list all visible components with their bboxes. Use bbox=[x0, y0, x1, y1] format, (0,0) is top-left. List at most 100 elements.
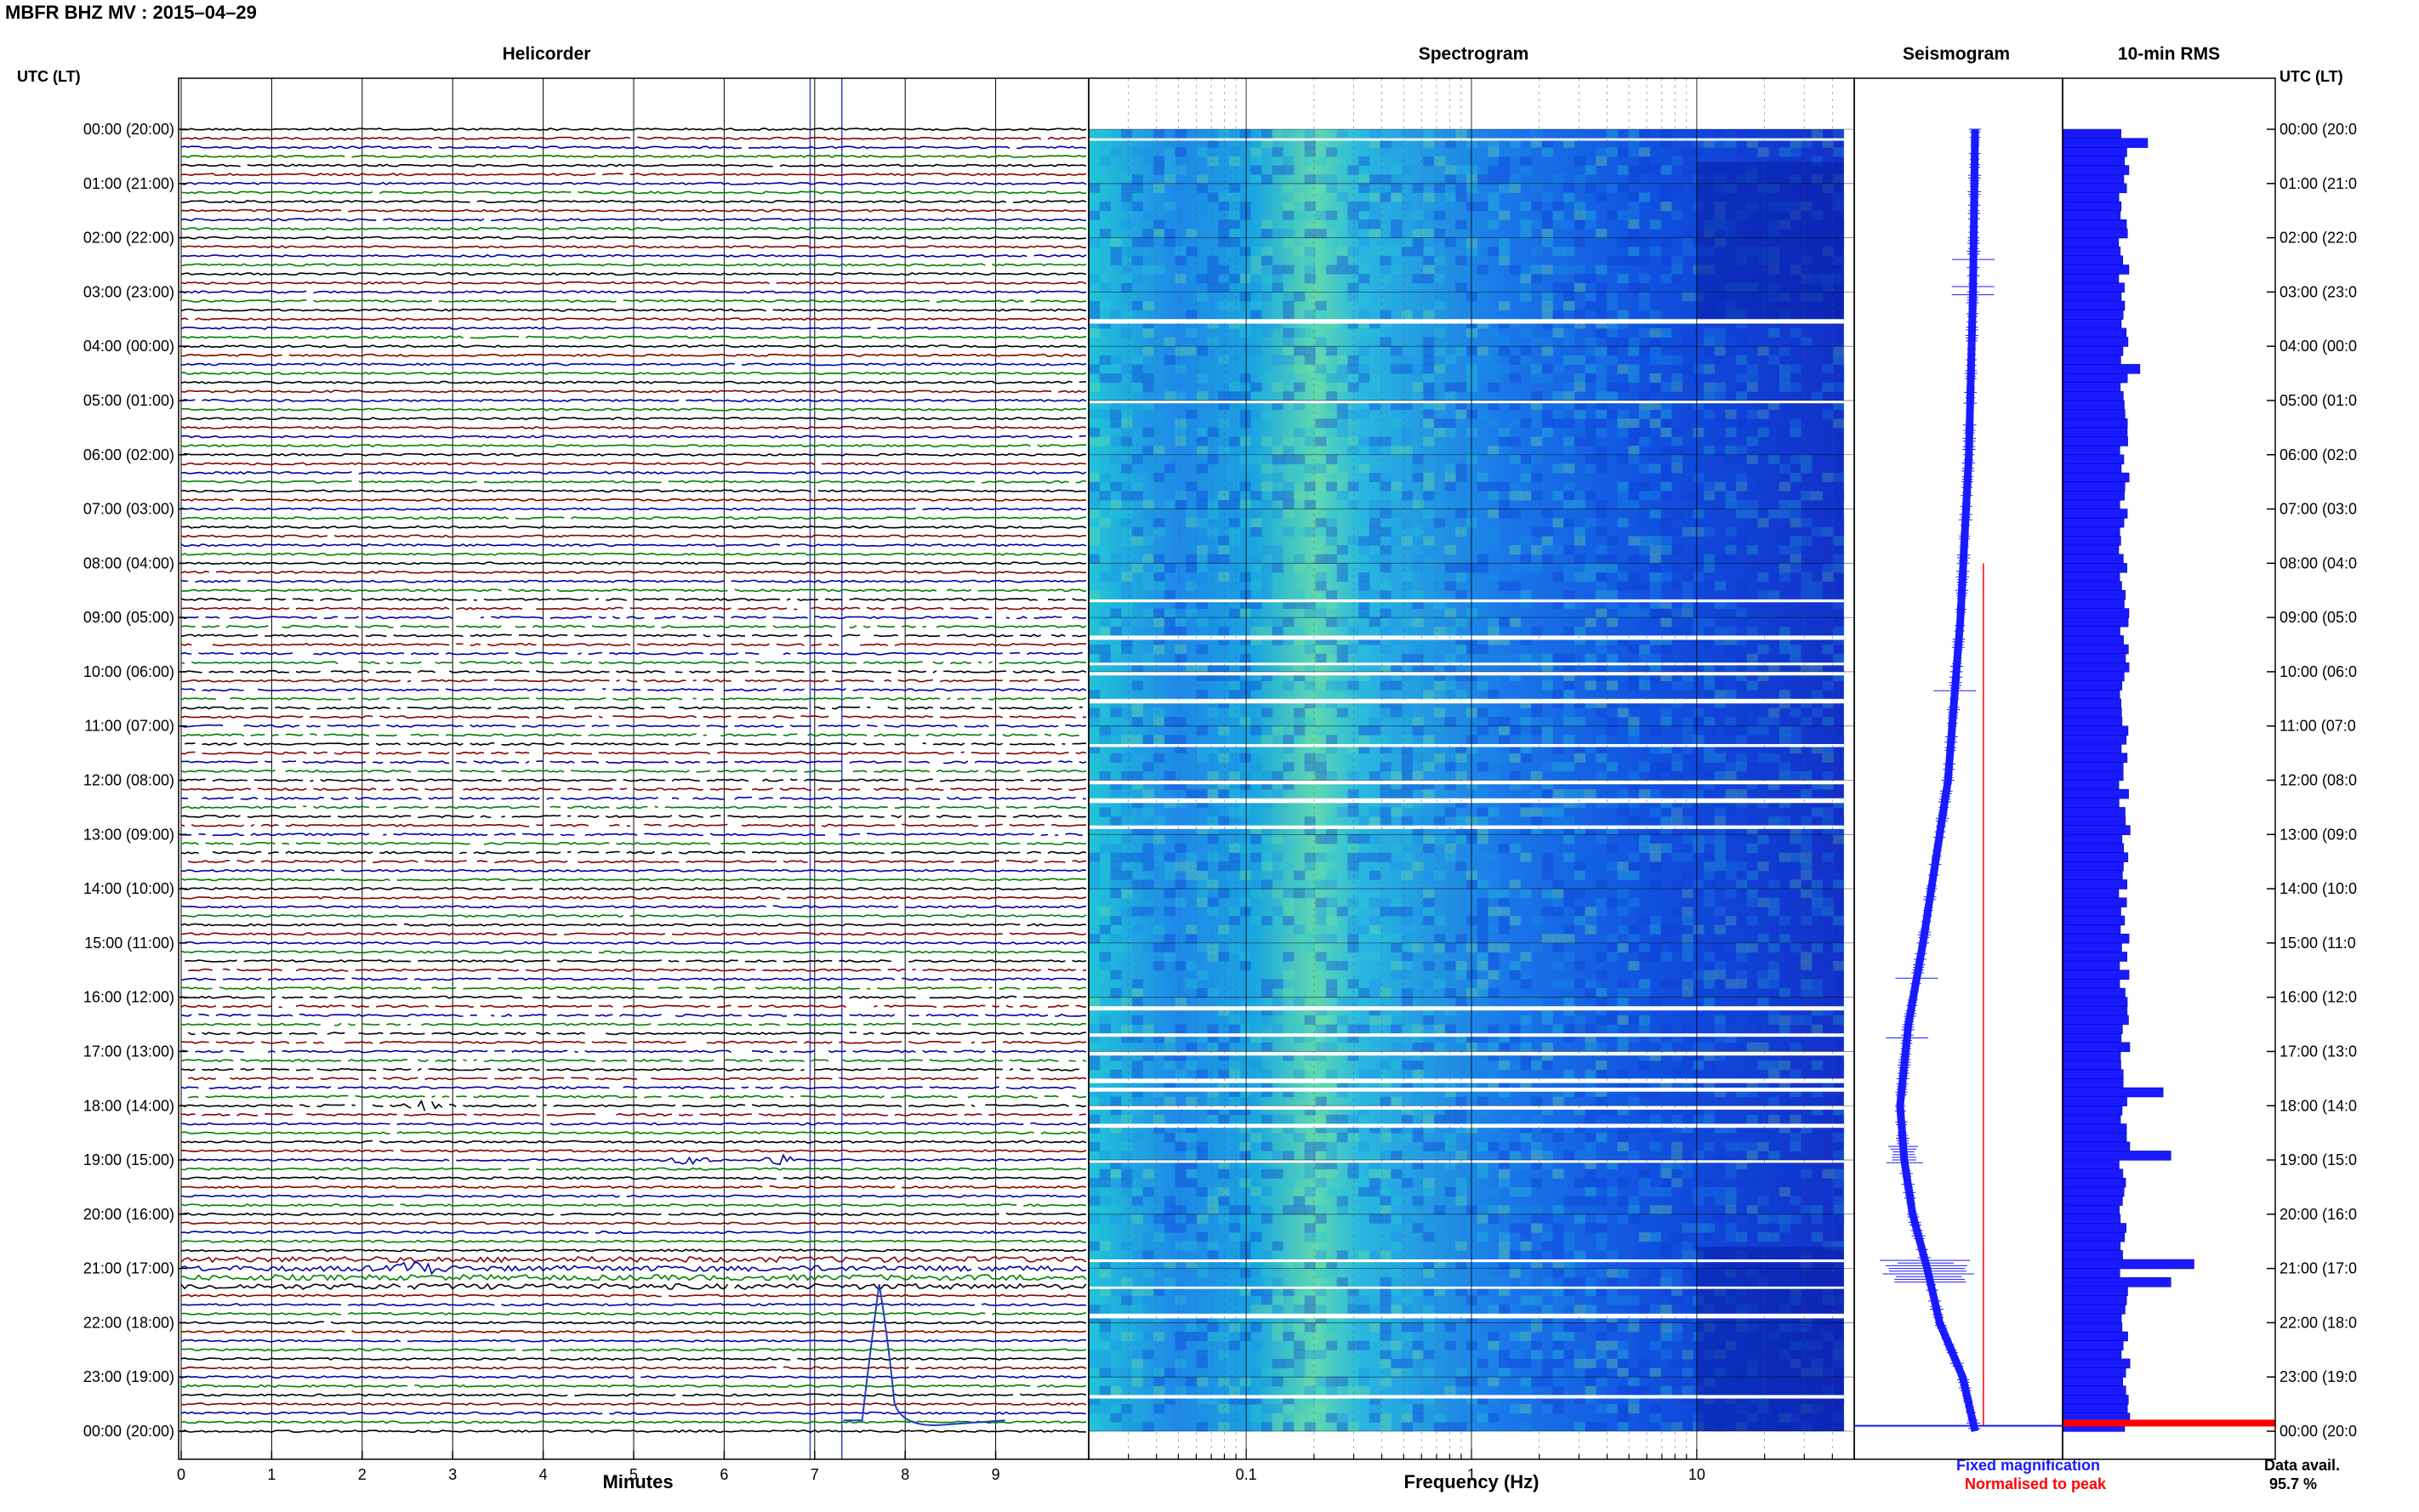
spectrogram-cell bbox=[1455, 590, 1467, 600]
spectrogram-cell bbox=[1617, 147, 1629, 157]
spectrogram-cell bbox=[1541, 554, 1553, 564]
spectrogram-cell bbox=[1531, 1350, 1543, 1360]
spectrogram-cell bbox=[1746, 789, 1758, 799]
spectrogram-cell bbox=[1239, 1250, 1251, 1260]
spectrogram-cell bbox=[1228, 581, 1241, 591]
spectrogram-cell bbox=[1455, 969, 1467, 980]
spectrogram-cell bbox=[1671, 427, 1683, 437]
spectrogram-cell bbox=[1239, 319, 1251, 329]
spectrogram-cell bbox=[1671, 1277, 1683, 1287]
spectrogram-cell bbox=[1757, 979, 1769, 989]
spectrogram-cell bbox=[1358, 897, 1370, 907]
spectrogram-cell bbox=[1412, 1350, 1424, 1360]
spectrogram-cell bbox=[1401, 1123, 1413, 1134]
spectrogram-cell bbox=[1790, 545, 1801, 555]
spectrogram-cell bbox=[1228, 907, 1241, 917]
spectrogram-cell bbox=[1693, 635, 1705, 645]
spectrogram-cell bbox=[1833, 129, 1845, 139]
spectrogram-cell bbox=[1131, 491, 1143, 501]
spectrogram-cell bbox=[1520, 1024, 1532, 1034]
spectrogram-cell bbox=[1541, 545, 1553, 555]
spectrogram-cell bbox=[1552, 798, 1564, 808]
spectrogram-cell bbox=[1433, 518, 1446, 528]
spectrogram-cell bbox=[1239, 1277, 1251, 1287]
spectrogram-cell bbox=[1207, 1106, 1219, 1116]
data-avail-value: 95.7 % bbox=[2269, 1475, 2318, 1492]
helicorder-trace bbox=[188, 1094, 1087, 1099]
spectrogram-cell bbox=[1089, 536, 1101, 546]
spectrogram-cell bbox=[1444, 418, 1456, 429]
spectrogram-cell bbox=[1531, 916, 1543, 926]
spectrogram-cell bbox=[1304, 1259, 1316, 1270]
spectrogram-cell bbox=[1779, 645, 1790, 655]
spectrogram-cell bbox=[1585, 1313, 1597, 1323]
spectrogram-cell bbox=[1779, 979, 1790, 989]
spectrogram-cell bbox=[1617, 427, 1629, 437]
spectrogram-cell bbox=[1121, 635, 1133, 645]
spectrogram-cell bbox=[1704, 1060, 1716, 1071]
spectrogram-cell bbox=[1563, 1295, 1575, 1305]
spectrogram-cell bbox=[1499, 907, 1511, 917]
spectrogram-cell bbox=[1736, 635, 1748, 645]
helicorder-trace bbox=[180, 407, 1087, 412]
spectrogram-cell bbox=[1822, 373, 1834, 384]
spectrogram-cell bbox=[1218, 662, 1230, 673]
spectrogram-cell bbox=[1671, 807, 1683, 817]
spectrogram-cell bbox=[1833, 147, 1845, 157]
spectrogram-cell bbox=[1617, 255, 1629, 265]
spectrogram-cell bbox=[1596, 229, 1608, 239]
spectrogram-cell bbox=[1488, 446, 1500, 456]
spectrogram-cell bbox=[1736, 446, 1748, 456]
spectrogram-cell bbox=[1283, 210, 1295, 220]
spectrogram-cell bbox=[1606, 1186, 1618, 1197]
spectrogram-cell bbox=[1207, 192, 1219, 202]
spectrogram-cell bbox=[1455, 1377, 1467, 1387]
spectrogram-cell bbox=[1326, 174, 1338, 185]
spectrogram-cell bbox=[1142, 1033, 1154, 1043]
spectrogram-cell bbox=[1401, 997, 1413, 1007]
spectrogram-cell bbox=[1725, 1160, 1737, 1170]
spectrogram-cell bbox=[1283, 509, 1295, 519]
spectrogram-cell bbox=[1779, 988, 1790, 998]
spectrogram-cell bbox=[1099, 1332, 1111, 1342]
spectrogram-cell bbox=[1714, 599, 1726, 609]
spectrogram-cell bbox=[1304, 1060, 1316, 1071]
spectrogram-cell bbox=[1833, 961, 1845, 971]
spectrogram-cell bbox=[1336, 708, 1348, 718]
spectrogram-cell bbox=[1444, 165, 1456, 175]
spectrogram-cell bbox=[1779, 852, 1790, 862]
helicorder-trace bbox=[180, 1167, 1087, 1171]
spectrogram-cell bbox=[1704, 889, 1716, 899]
spectrogram-cell bbox=[1315, 518, 1327, 528]
helicorder-trace bbox=[180, 715, 1087, 719]
spectrogram-cell bbox=[1552, 816, 1564, 827]
spectrogram-cell bbox=[1693, 138, 1705, 148]
spectrogram-cell bbox=[1228, 147, 1241, 157]
spectrogram-cell bbox=[1239, 391, 1251, 401]
spectrogram-cell bbox=[1326, 825, 1338, 835]
spectrogram-cell bbox=[1186, 861, 1198, 872]
spectrogram-cell bbox=[1110, 626, 1122, 636]
spectrogram-cell bbox=[1228, 355, 1241, 365]
spectrogram-cell bbox=[1336, 1123, 1348, 1134]
spectrogram-cell bbox=[1131, 698, 1143, 708]
spectrogram-cell bbox=[1520, 274, 1532, 284]
spectrogram-cell bbox=[1110, 237, 1122, 247]
spectrogram-cell bbox=[1444, 1114, 1456, 1124]
spectrogram-cell bbox=[1412, 834, 1424, 844]
spectrogram-cell bbox=[1121, 997, 1133, 1007]
spectrogram-cell bbox=[1682, 889, 1693, 899]
spectrogram-cell bbox=[1380, 1214, 1392, 1224]
spectrogram-cell bbox=[1207, 138, 1219, 148]
spectrogram-cell bbox=[1239, 798, 1251, 808]
spectrogram-cell bbox=[1499, 1205, 1511, 1215]
spectrogram-cell bbox=[1272, 319, 1283, 329]
spectrogram-cell bbox=[1347, 924, 1359, 935]
spectrogram-cell bbox=[1757, 780, 1769, 790]
spectrogram-cell bbox=[1326, 988, 1338, 998]
spectrogram-cell bbox=[1099, 545, 1111, 555]
spectrogram-cell bbox=[1164, 753, 1175, 763]
spectrogram-cell bbox=[1196, 879, 1208, 890]
spectrogram-cell bbox=[1574, 1250, 1585, 1260]
spectrogram-cell bbox=[1283, 635, 1295, 645]
